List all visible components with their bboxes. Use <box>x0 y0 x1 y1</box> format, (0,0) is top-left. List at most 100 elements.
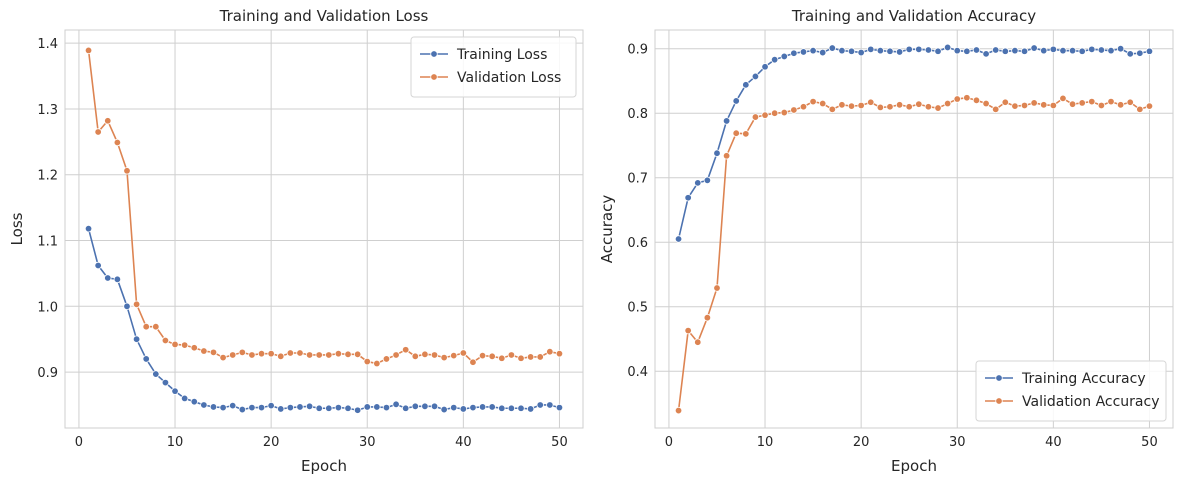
validation-loss-point <box>229 351 237 359</box>
validation-loss-point <box>238 348 247 357</box>
validation-loss-point <box>171 340 179 349</box>
accuracy-legend: Training Accuracy Validation Accuracy <box>975 360 1167 422</box>
training-loss-point <box>498 404 506 412</box>
training-loss-point <box>190 397 198 406</box>
loss-y-tick-label: 1.0 <box>37 300 58 315</box>
training-accuracy-point <box>1040 46 1048 55</box>
validation-loss-series <box>84 46 564 368</box>
training-accuracy-point <box>1088 45 1096 54</box>
validation-accuracy-point <box>867 98 875 106</box>
training-loss-point <box>104 274 112 282</box>
validation-accuracy-point <box>674 406 683 415</box>
loss-legend-box <box>410 36 577 98</box>
accuracy-x-tick-label: 40 <box>1045 435 1062 450</box>
validation-accuracy-point <box>809 97 817 106</box>
validation-loss-point <box>401 346 410 354</box>
loss-panel: 0 10 20 30 40 50 0.9 1.0 1.1 1.2 1.3 1.4 Training an… <box>8 7 584 475</box>
validation-loss-point <box>142 322 150 331</box>
training-loss-point <box>478 403 487 411</box>
loss-y-tick-label: 0.9 <box>37 366 58 381</box>
loss-x-tick-label: 20 <box>263 435 280 450</box>
training-loss-point <box>363 403 371 411</box>
training-accuracy-point <box>953 46 961 55</box>
training-accuracy-point <box>799 48 808 56</box>
validation-accuracy-point <box>1078 99 1086 107</box>
validation-loss-point <box>305 351 314 359</box>
training-accuracy-point <box>1078 47 1086 55</box>
validation-accuracy-point <box>1145 102 1154 110</box>
validation-loss-point <box>267 349 275 358</box>
validation-accuracy-point <box>770 109 779 117</box>
validation-accuracy-point <box>972 96 981 105</box>
training-loss-point <box>209 403 218 411</box>
accuracy-x-tick-label: 0 <box>665 435 673 450</box>
training-loss-point <box>248 403 256 412</box>
validation-accuracy-point <box>1040 101 1048 109</box>
validation-loss-legend-swatch-marker <box>430 73 438 81</box>
training-accuracy-point <box>694 179 702 187</box>
training-accuracy-point <box>1011 46 1019 55</box>
loss-y-tick-label: 1.3 <box>37 103 58 118</box>
training-loss-point <box>334 403 343 412</box>
training-loss-point <box>305 402 314 410</box>
training-accuracy-point <box>847 47 856 55</box>
training-loss-point <box>430 402 439 410</box>
validation-loss-point <box>152 322 160 331</box>
validation-loss-point <box>296 349 304 357</box>
training-accuracy-point <box>982 50 990 58</box>
training-accuracy-point <box>972 46 981 54</box>
validation-loss-point <box>94 128 102 136</box>
validation-accuracy-point <box>703 313 712 322</box>
validation-accuracy-point <box>876 103 885 112</box>
validation-loss-legend-label: Validation Loss <box>457 70 561 86</box>
validation-accuracy-point <box>1116 101 1125 109</box>
validation-loss-point <box>190 344 198 352</box>
validation-loss-point <box>507 351 516 359</box>
accuracy-x-tick-label: 50 <box>1141 435 1158 450</box>
validation-accuracy-point <box>1088 97 1096 106</box>
training-accuracy-point <box>915 45 923 54</box>
accuracy-y-tick-label: 0.6 <box>627 236 648 251</box>
validation-accuracy-point <box>905 103 913 111</box>
loss-x-tick-label: 50 <box>551 435 568 450</box>
training-loss-point <box>113 275 122 284</box>
validation-accuracy-point <box>742 130 750 138</box>
accuracy-y-tick-label: 0.8 <box>627 107 648 122</box>
accuracy-y-axis-label: Accuracy <box>598 195 616 264</box>
training-loss-point <box>123 302 131 310</box>
validation-loss-point <box>555 349 564 358</box>
validation-loss-point <box>200 347 208 355</box>
training-loss-point <box>459 405 468 413</box>
accuracy-x-tick-label: 20 <box>853 435 870 450</box>
validation-loss-point <box>344 350 352 359</box>
training-accuracy-legend-label: Training Accuracy <box>1021 371 1146 387</box>
training-loss-point <box>373 403 381 411</box>
training-loss-point <box>507 404 516 412</box>
accuracy-y-tick-label: 0.4 <box>627 365 648 380</box>
training-accuracy-point <box>780 52 788 61</box>
validation-loss-point <box>104 117 112 125</box>
loss-x-tick-label: 30 <box>359 435 376 450</box>
training-loss-point <box>152 370 160 378</box>
training-accuracy-point <box>684 194 692 202</box>
training-accuracy-point <box>1145 47 1154 55</box>
validation-accuracy-point <box>895 101 904 109</box>
training-accuracy-point <box>1059 46 1067 55</box>
validation-accuracy-point <box>1030 99 1038 107</box>
training-accuracy-point <box>790 49 798 57</box>
loss-y-tick-label: 1.4 <box>37 37 58 52</box>
validation-loss-point <box>219 353 227 362</box>
validation-accuracy-point <box>1107 97 1115 106</box>
training-accuracy-point <box>895 48 904 56</box>
training-loss-point <box>555 403 564 412</box>
training-accuracy-point <box>991 46 1000 54</box>
validation-accuracy-point <box>847 102 856 110</box>
training-loss-point <box>469 403 477 412</box>
validation-loss-point <box>546 347 554 356</box>
training-accuracy-point <box>876 46 885 55</box>
training-accuracy-point <box>838 46 846 55</box>
loss-x-axis-label: Epoch <box>301 457 347 475</box>
validation-accuracy-point <box>982 99 990 108</box>
validation-accuracy-series <box>674 94 1154 415</box>
